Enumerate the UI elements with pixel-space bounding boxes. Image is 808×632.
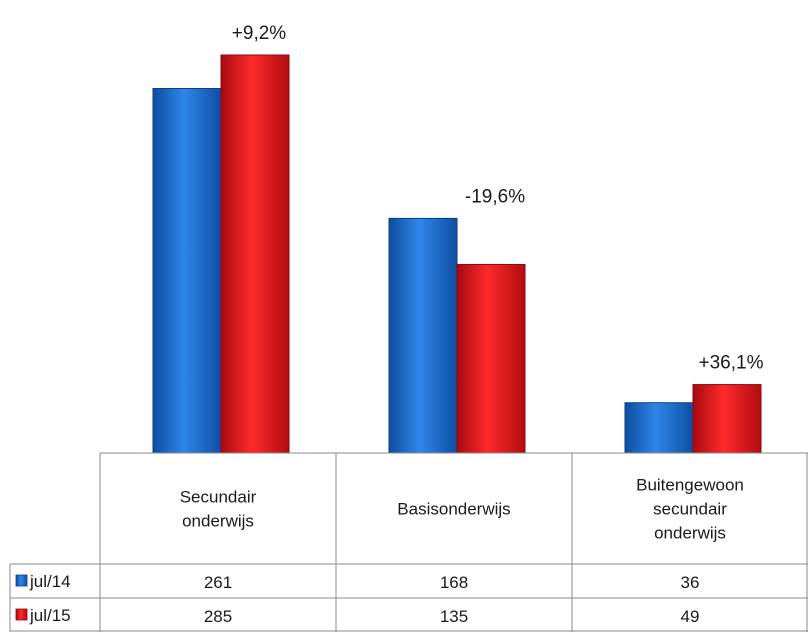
category-label-2: secundair xyxy=(653,500,727,519)
category-label-2: Buitengewoon xyxy=(636,476,744,495)
table-value-jul15-1: 135 xyxy=(440,607,468,626)
change-annotation-2: +36,1% xyxy=(699,353,764,374)
bar-jul14-2 xyxy=(624,402,694,454)
category-label-2: onderwijs xyxy=(654,524,726,543)
table-value-jul15-0: 285 xyxy=(204,607,232,626)
legend-key-jul14 xyxy=(15,574,28,587)
change-annotation-1: -19,6% xyxy=(465,186,525,207)
change-annotation-0: +9,2% xyxy=(232,23,287,44)
bar-jul14-1 xyxy=(388,217,458,454)
bar-jul15-2 xyxy=(692,384,762,454)
table-value-jul14-2: 36 xyxy=(681,573,700,592)
bar-jul15-0 xyxy=(220,54,290,454)
bars-group xyxy=(152,54,762,454)
legend-label-jul14: jul/14 xyxy=(29,572,71,591)
table-value-jul14-0: 261 xyxy=(204,573,232,592)
category-label-1: Basisonderwijs xyxy=(397,500,510,519)
legend-label-jul15: jul/15 xyxy=(29,606,71,625)
table-value-jul15-2: 49 xyxy=(681,607,700,626)
category-label-0: onderwijs xyxy=(182,512,254,531)
annotations-group: +9,2% -19,6% +36,1% xyxy=(232,23,764,374)
legend-key-jul15 xyxy=(15,608,28,621)
table-value-jul14-1: 168 xyxy=(440,573,468,592)
bar-jul14-0 xyxy=(152,88,222,454)
category-label-0: Secundair xyxy=(180,488,257,507)
data-table: Secundair onderwijs Basisonderwijs Buitenge… xyxy=(9,452,808,632)
bar-jul15-1 xyxy=(456,263,526,454)
